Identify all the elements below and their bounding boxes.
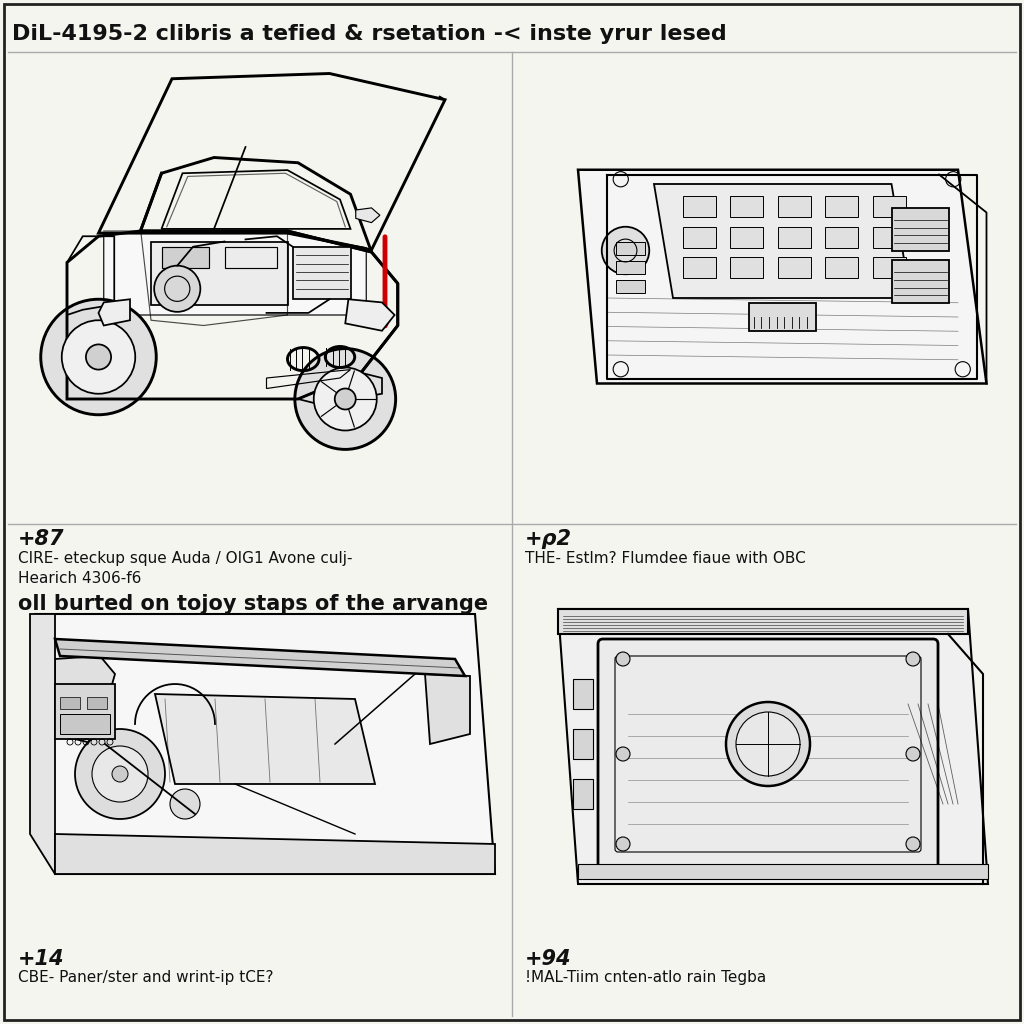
- Bar: [683, 257, 716, 279]
- Text: CIRE- eteckup sque Auda / OIG1 Avone culj-: CIRE- eteckup sque Auda / OIG1 Avone cul…: [18, 551, 352, 566]
- Bar: [573, 679, 593, 709]
- Polygon shape: [425, 674, 470, 744]
- Polygon shape: [98, 299, 130, 326]
- Circle shape: [112, 766, 128, 782]
- Bar: [683, 226, 716, 248]
- Bar: [573, 779, 593, 809]
- Bar: [749, 303, 815, 331]
- Bar: [777, 197, 811, 217]
- Text: +14: +14: [18, 949, 65, 969]
- Bar: [578, 864, 988, 879]
- Bar: [825, 257, 858, 279]
- Polygon shape: [55, 639, 465, 676]
- Bar: [892, 260, 948, 303]
- Circle shape: [170, 790, 200, 819]
- Bar: [162, 247, 209, 267]
- Bar: [60, 697, 80, 709]
- Bar: [825, 197, 858, 217]
- Bar: [730, 197, 763, 217]
- Circle shape: [906, 746, 920, 761]
- Circle shape: [86, 344, 111, 370]
- Bar: [224, 247, 278, 267]
- Bar: [616, 280, 644, 293]
- Circle shape: [313, 368, 377, 430]
- Circle shape: [295, 348, 395, 450]
- Bar: [872, 257, 906, 279]
- Text: +87: +87: [18, 529, 65, 549]
- Bar: [730, 226, 763, 248]
- Bar: [872, 197, 906, 217]
- Bar: [892, 208, 948, 251]
- Bar: [616, 242, 644, 255]
- Bar: [777, 257, 811, 279]
- Polygon shape: [30, 614, 55, 874]
- Circle shape: [616, 652, 630, 666]
- Bar: [573, 729, 593, 759]
- Polygon shape: [345, 299, 394, 331]
- Text: oll burted on tojoy staps of the arvange: oll burted on tojoy staps of the arvange: [18, 594, 488, 614]
- Circle shape: [75, 729, 165, 819]
- Circle shape: [41, 299, 157, 415]
- Polygon shape: [155, 694, 375, 784]
- Bar: [293, 247, 350, 299]
- Text: +94: +94: [525, 949, 571, 969]
- Polygon shape: [55, 656, 115, 744]
- Polygon shape: [558, 609, 988, 884]
- FancyBboxPatch shape: [598, 639, 938, 869]
- Bar: [87, 697, 106, 709]
- Circle shape: [736, 712, 800, 776]
- Circle shape: [155, 265, 201, 312]
- Text: THE- Estlm? Flumdee fiaue with OBC: THE- Estlm? Flumdee fiaue with OBC: [525, 551, 806, 566]
- Polygon shape: [558, 609, 968, 634]
- Text: Hearich 4306-f6: Hearich 4306-f6: [18, 571, 141, 586]
- Circle shape: [906, 837, 920, 851]
- Polygon shape: [35, 614, 495, 874]
- Text: +ρ2: +ρ2: [525, 529, 572, 549]
- Bar: [616, 261, 644, 274]
- Circle shape: [726, 702, 810, 786]
- Circle shape: [61, 321, 135, 394]
- Bar: [777, 226, 811, 248]
- Circle shape: [906, 652, 920, 666]
- Polygon shape: [55, 834, 495, 874]
- Text: DiL-4195-2 clibris a tefied & rsetation -< inste yrur lesed: DiL-4195-2 clibris a tefied & rsetation …: [12, 24, 727, 44]
- Polygon shape: [103, 233, 367, 315]
- Circle shape: [335, 388, 355, 410]
- Circle shape: [616, 746, 630, 761]
- Bar: [730, 257, 763, 279]
- Bar: [825, 226, 858, 248]
- Bar: [151, 242, 288, 304]
- Circle shape: [616, 837, 630, 851]
- Bar: [872, 226, 906, 248]
- Circle shape: [602, 226, 649, 274]
- Bar: [60, 714, 110, 734]
- Polygon shape: [578, 170, 986, 384]
- Polygon shape: [355, 208, 380, 222]
- Bar: [55, 684, 115, 739]
- Circle shape: [92, 746, 148, 802]
- Polygon shape: [654, 184, 910, 298]
- Bar: [683, 197, 716, 217]
- Text: CBE- Paner/ster and wrint-ip tCE?: CBE- Paner/ster and wrint-ip tCE?: [18, 970, 273, 985]
- Text: !MAL-Tiim cnten-atlo rain Tegba: !MAL-Tiim cnten-atlo rain Tegba: [525, 970, 766, 985]
